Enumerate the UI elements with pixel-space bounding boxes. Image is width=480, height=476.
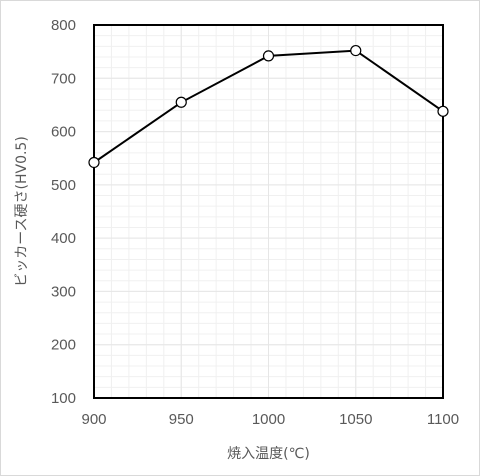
data-point bbox=[437, 105, 449, 117]
y-tick-label: 800 bbox=[51, 17, 76, 34]
y-tick-label: 100 bbox=[51, 390, 76, 407]
y-tick-labels: 100 200 300 400 500 600 700 800 bbox=[51, 17, 76, 407]
y-tick-label: 600 bbox=[51, 124, 76, 141]
x-tick-labels: 900 950 1000 1050 1100 bbox=[81, 411, 459, 428]
data-points bbox=[88, 44, 449, 169]
x-axis-title: 焼入温度(℃) bbox=[227, 446, 310, 462]
data-point bbox=[350, 44, 362, 57]
y-tick-label: 200 bbox=[51, 337, 76, 354]
x-tick-label: 1050 bbox=[339, 411, 372, 428]
major-gridlines bbox=[93, 24, 444, 399]
y-tick-label: 700 bbox=[51, 70, 76, 87]
x-tick-label: 1000 bbox=[252, 411, 285, 428]
y-tick-label: 300 bbox=[51, 283, 76, 300]
plot-area-border bbox=[93, 24, 444, 399]
y-axis-title: ビッカース硬さ(HV0.5) bbox=[14, 136, 30, 287]
data-point bbox=[262, 50, 275, 62]
y-tick-label: 400 bbox=[51, 230, 76, 247]
x-tick-label: 1100 bbox=[427, 411, 459, 428]
data-point bbox=[175, 96, 187, 108]
x-tick-label: 950 bbox=[169, 411, 194, 428]
y-tick-label: 500 bbox=[51, 177, 76, 194]
data-point bbox=[88, 156, 100, 169]
x-tick-label: 900 bbox=[81, 411, 106, 428]
